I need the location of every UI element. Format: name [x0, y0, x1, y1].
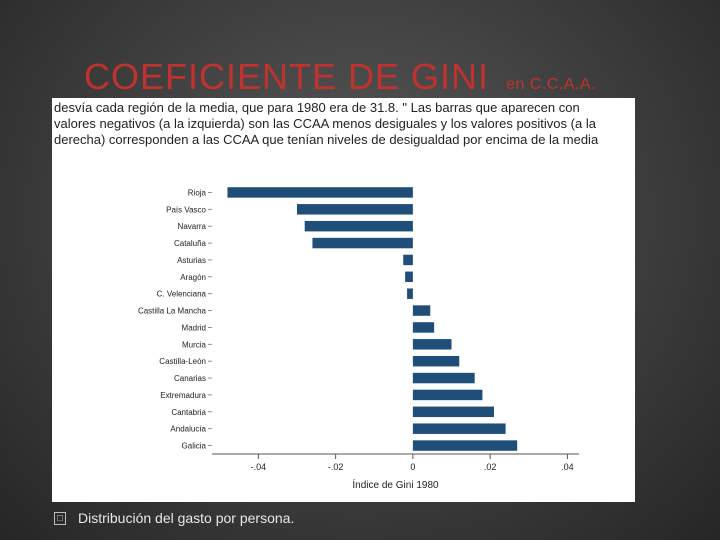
bar-andaluc-a [412, 423, 506, 434]
slide-title-subtitle: en C.C.A.A. [506, 76, 597, 93]
y-tick-label: Cantabria [171, 408, 206, 417]
slide-title: COEFICIENTE DE GINI en C.C.A.A. [84, 56, 596, 98]
y-tick-label: Aragón [180, 273, 206, 282]
x-axis-label: Índice de Gini 1980 [352, 478, 439, 491]
content-panel: desvía cada región de la media, que para… [52, 98, 635, 502]
bar-cantabria [412, 406, 495, 418]
y-tick-label: Castilla-León [159, 357, 206, 366]
bar-castilla-la-mancha [412, 305, 431, 316]
y-tick-label: Navarra [178, 222, 207, 231]
caption-line: desvía cada región de la media, que para… [54, 100, 580, 115]
x-tick-label: -.02 [328, 462, 344, 472]
bar-castilla-le-n [412, 355, 460, 367]
y-tick-label: País Vasco [166, 205, 206, 214]
bar-murcia [412, 339, 452, 350]
x-tick-label: -.04 [251, 462, 267, 472]
bar-canarias [412, 372, 475, 384]
y-tick-label: Andalucía [170, 425, 206, 434]
y-tick-label: Cataluña [174, 239, 207, 248]
y-tick-label: Galicia [182, 442, 207, 451]
bar-madrid [412, 322, 435, 333]
bar-c-velenciana [407, 288, 413, 299]
gini-bar-chart: Rioja País Vasco Navarra Cataluña Asturias Ar… [138, 187, 579, 491]
bar-navarra [304, 220, 413, 232]
caption-text: desvía cada región de la media, que para… [52, 100, 635, 148]
bar-pa-s-vasco [296, 204, 413, 215]
x-tick-label: .04 [561, 462, 574, 472]
bullet-text: Distribución del gasto por persona. [78, 510, 295, 526]
y-tick-label: Canarias [174, 374, 206, 383]
caption-line: derecha) corresponden a las CCAA que ten… [54, 132, 599, 147]
y-tick-label: Murcia [182, 340, 207, 349]
checkbox-bullet-icon: ☐ [54, 512, 66, 525]
bar-arag-n [405, 271, 413, 283]
bar-asturias [403, 254, 413, 266]
y-tick-label: Rioja [188, 188, 207, 197]
bar-galicia [412, 440, 518, 451]
slide-title-main: COEFICIENTE DE GINI [84, 56, 490, 97]
x-tick-label: .02 [484, 462, 497, 472]
y-tick-label: Madrid [182, 323, 206, 332]
y-tick-label: Extremadura [160, 391, 206, 400]
y-tick-label: Asturias [177, 256, 206, 265]
y-tick-label: C. Velenciana [157, 290, 207, 299]
bar-catalu-a [312, 237, 413, 249]
x-tick-label: 0 [410, 462, 415, 472]
bar-rioja [227, 187, 413, 198]
y-tick-label: Castilla La Mancha [138, 307, 207, 316]
bar-extremadura [412, 389, 483, 401]
caption-line: valores negativos (a la izquierda) son l… [54, 116, 596, 131]
